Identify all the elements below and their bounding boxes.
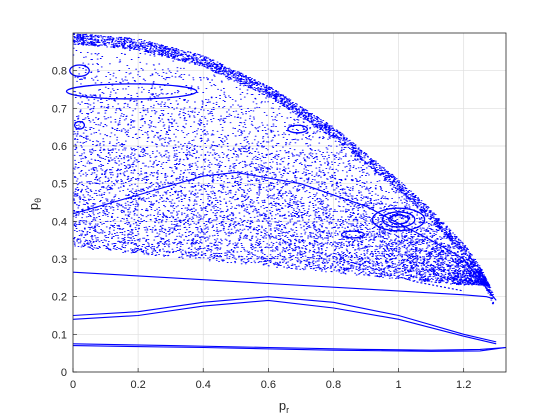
plot-frame	[72, 32, 507, 373]
invariant-curve	[72, 343, 507, 351]
invariant-curves	[72, 171, 507, 352]
y-axis-ticks: 0 0.1 0.2 0.3 0.4 0.5 0.6 0.7 0.8	[52, 66, 77, 379]
resonance-islands	[65, 64, 426, 239]
x-tick-label: 0.4	[196, 379, 211, 391]
y-tick-label: 0	[61, 367, 67, 379]
y-tick-label: 0.3	[52, 254, 67, 266]
x-tick-label: 0.8	[326, 379, 341, 391]
x-tick-label: 0.2	[130, 379, 145, 391]
invariant-curve	[72, 345, 507, 352]
resonance-island	[388, 214, 409, 225]
chaotic-sea-dots	[72, 32, 495, 305]
x-axis-ticks: 0 0.2 0.4 0.6 0.8 1 1.2	[70, 368, 471, 391]
invariant-curve	[72, 299, 497, 345]
resonance-island	[381, 211, 416, 228]
resonance-island	[287, 124, 309, 134]
y-tick-label: 0.8	[52, 66, 67, 78]
y-tick-label: 0.7	[52, 103, 67, 115]
resonance-island	[73, 120, 86, 130]
resonance-island	[371, 207, 426, 232]
invariant-curve	[72, 171, 497, 301]
x-tick-label: 0	[70, 379, 76, 391]
y-tick-label: 0.5	[52, 179, 67, 191]
y-tick-label: 0.4	[52, 216, 67, 228]
x-axis-label: pr	[279, 398, 289, 415]
x-tick-label: 0.6	[261, 379, 276, 391]
resonance-island	[340, 230, 366, 239]
resonance-island	[69, 64, 90, 77]
resonance-island	[65, 83, 198, 100]
y-axis-label: pθ	[26, 198, 43, 210]
y-tick-label: 0.6	[52, 141, 67, 153]
invariant-curve	[72, 296, 497, 343]
invariant-curve	[72, 271, 494, 300]
y-tick-label: 0.1	[52, 329, 67, 341]
y-tick-label: 0.2	[52, 292, 67, 304]
scatter-points	[72, 32, 495, 305]
x-tick-label: 1.2	[456, 379, 471, 391]
x-tick-label: 1	[396, 379, 402, 391]
